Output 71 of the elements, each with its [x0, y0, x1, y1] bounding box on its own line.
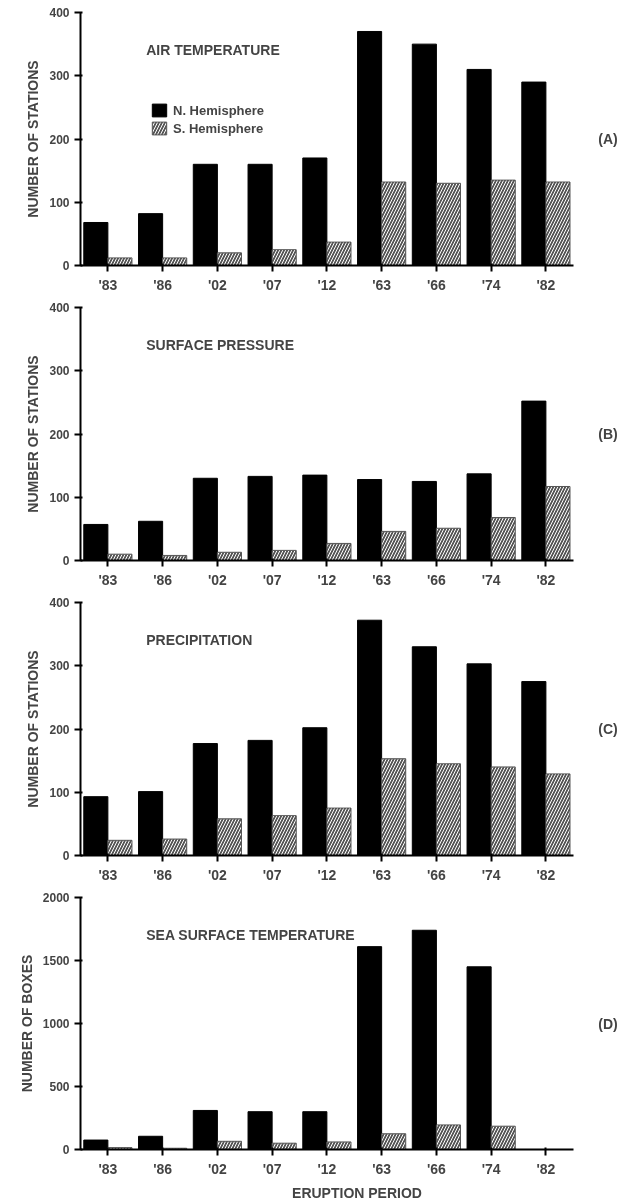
y-tick-label: 300: [49, 659, 70, 674]
x-tick-label: '02: [207, 1160, 228, 1177]
legend-label: S. Hemisphere: [173, 120, 264, 136]
y-tick-label: 300: [49, 364, 70, 379]
text: PRECIPITATION: [146, 632, 253, 649]
x-axis-title: ERUPTION PERIOD: [292, 1184, 422, 1201]
x-tick-label: '66: [426, 571, 447, 588]
x-tick-label: '63: [372, 866, 392, 883]
x-tick-label: '82: [536, 276, 556, 293]
y-tick-label: 500: [49, 1080, 70, 1094]
x-tick-label: '83: [98, 866, 118, 883]
y-tick-label: 100: [49, 195, 70, 210]
y-tick-label: 0: [62, 849, 70, 863]
x-tick-label: '74: [481, 866, 501, 883]
x-tick-label: '02: [207, 571, 228, 588]
x-tick-label: '74: [481, 276, 501, 293]
y-tick-label: 200: [49, 132, 70, 147]
y-tick-label: 0: [62, 259, 70, 273]
y-axis-title: NUMBER OF STATIONS: [25, 650, 42, 808]
y-tick-label: 200: [49, 427, 70, 442]
y-axis-title: NUMBER OF STATIONS: [25, 60, 42, 218]
x-tick-label: '83: [98, 1160, 118, 1177]
x-tick-label: '86: [153, 571, 173, 588]
x-tick-label: '82: [536, 571, 556, 588]
x-tick-label: '07: [262, 571, 282, 588]
x-tick-label: '07: [262, 1160, 282, 1177]
y-axis-title: NUMBER OF STATIONS: [25, 355, 42, 513]
legend-label: N. Hemisphere: [173, 102, 265, 118]
y-tick-label: 400: [49, 301, 70, 315]
y-tick-label: 300: [49, 69, 70, 84]
x-tick-label: '82: [536, 1160, 556, 1177]
x-tick-label: '02: [207, 866, 228, 883]
y-tick-label: 200: [49, 722, 70, 737]
x-tick-label: '66: [426, 276, 447, 293]
x-tick-label: '07: [262, 866, 282, 883]
x-tick-label: '82: [536, 866, 556, 883]
x-tick-label: '12: [317, 1160, 337, 1177]
text: (D): [598, 1015, 618, 1032]
y-tick-label: 2000: [42, 891, 70, 905]
text: (B): [598, 426, 618, 442]
y-tick-label: 100: [49, 785, 70, 800]
x-tick-label: '63: [372, 276, 392, 293]
x-tick-label: '86: [153, 276, 173, 293]
y-axis-title: NUMBER OF BOXES: [18, 954, 35, 1093]
x-tick-label: '74: [481, 571, 501, 588]
x-tick-label: '63: [372, 571, 392, 588]
x-tick-label: '83: [98, 276, 118, 293]
text: AIR TEMPERATURE: [146, 42, 280, 59]
y-tick-label: 400: [49, 6, 70, 20]
text: (A): [598, 131, 618, 147]
x-tick-label: '12: [317, 571, 337, 588]
y-tick-label: 0: [62, 1143, 70, 1157]
x-tick-label: '02: [207, 276, 228, 293]
y-tick-label: 1000: [42, 1017, 70, 1031]
x-tick-label: '12: [317, 276, 337, 293]
text: SURFACE PRESSURE: [146, 337, 295, 354]
y-tick-label: 400: [49, 596, 70, 610]
x-tick-label: '66: [426, 1160, 447, 1177]
x-tick-label: '12: [317, 866, 337, 883]
x-tick-label: '86: [153, 1160, 173, 1177]
x-tick-label: '66: [426, 866, 447, 883]
y-tick-label: 0: [62, 554, 70, 568]
y-tick-label: 1500: [42, 954, 70, 968]
x-tick-label: '86: [153, 866, 173, 883]
text: (C): [598, 721, 618, 737]
x-tick-label: '07: [262, 276, 282, 293]
y-tick-label: 100: [49, 490, 70, 505]
x-tick-label: '74: [481, 1160, 501, 1177]
x-tick-label: '83: [98, 571, 118, 588]
x-tick-label: '63: [372, 1160, 392, 1177]
text: SEA SURFACE TEMPERATURE: [146, 926, 355, 943]
